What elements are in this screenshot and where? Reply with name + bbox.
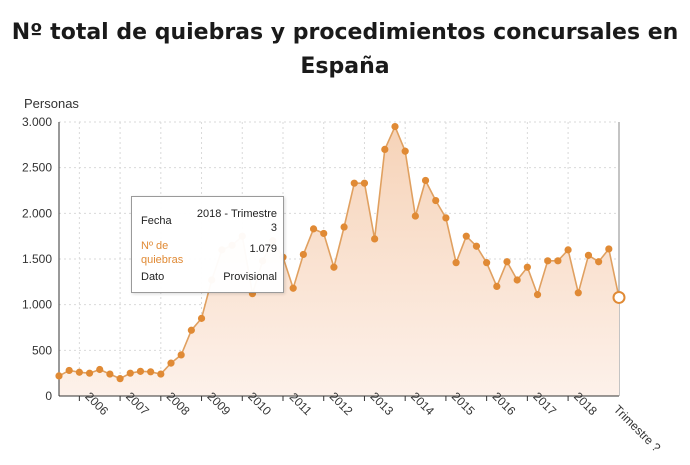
x-tick-label: Trimestre ? xyxy=(611,402,664,455)
y-tick-label: 2.500 xyxy=(22,161,52,175)
data-point xyxy=(289,284,297,292)
data-point xyxy=(533,291,542,299)
highlighted-data-point xyxy=(612,290,626,304)
data-point xyxy=(167,359,175,367)
data-point xyxy=(472,242,481,250)
tooltip-key-fecha: Fecha xyxy=(141,215,172,227)
y-tick-label: 1.000 xyxy=(22,298,52,312)
data-point xyxy=(523,263,531,271)
chart-title: Nº total de quiebras y procedimientos co… xyxy=(0,16,690,84)
data-point xyxy=(483,259,491,267)
data-point xyxy=(411,212,419,220)
data-point xyxy=(360,179,369,187)
data-point xyxy=(96,365,104,374)
data-point xyxy=(116,375,124,383)
data-point xyxy=(371,235,379,243)
data-point xyxy=(574,289,582,297)
data-point xyxy=(126,369,134,377)
tooltip-value-dato: Provisional xyxy=(223,271,277,283)
data-point xyxy=(564,246,572,254)
data-point xyxy=(75,368,83,376)
data-point xyxy=(421,176,430,185)
y-tick-label: 1.500 xyxy=(22,252,52,266)
data-point xyxy=(136,367,145,375)
y-tick-label: 500 xyxy=(32,343,52,357)
data-point xyxy=(65,366,73,375)
data-point xyxy=(493,282,501,290)
data-point xyxy=(432,196,440,205)
data-point xyxy=(503,258,511,266)
data-point xyxy=(187,326,195,334)
tooltip-key-quiebras: Nº de quiebras xyxy=(141,240,184,266)
data-point xyxy=(584,251,593,259)
data-point xyxy=(350,179,358,187)
y-tick-label: 0 xyxy=(45,389,52,403)
data-point xyxy=(197,314,206,322)
data-point xyxy=(544,257,552,265)
tooltip-key-dato: Dato xyxy=(141,271,165,283)
data-point xyxy=(452,259,460,267)
data-point xyxy=(442,214,450,222)
chart-title-line2: España xyxy=(300,54,390,79)
x-tick-labels: 2006 2007 2008 2009 2010 2011 2012 2013 2014 2015… xyxy=(82,389,663,455)
data-tooltip: Fecha 2018 - Trimestre 3 Nº de quiebras … xyxy=(131,196,284,293)
data-point xyxy=(157,370,165,378)
data-point xyxy=(340,223,348,231)
data-point xyxy=(55,372,63,380)
data-point xyxy=(177,351,185,359)
y-tick-label: 2.000 xyxy=(22,206,52,220)
data-point xyxy=(320,229,328,238)
tooltip-value-fecha: 2018 - Trimestre 3 xyxy=(196,208,277,234)
data-point xyxy=(147,368,155,376)
area-fill xyxy=(59,126,619,396)
data-point xyxy=(462,232,470,240)
tooltip-value-quiebras: 1.079 xyxy=(249,243,277,255)
data-point xyxy=(309,225,318,233)
data-point xyxy=(330,263,338,271)
area-fill-layer xyxy=(59,126,619,396)
y-tick-label: 3.000 xyxy=(22,115,52,129)
data-point xyxy=(106,370,114,378)
data-point xyxy=(299,250,307,259)
data-point xyxy=(554,257,562,265)
data-point xyxy=(595,258,603,266)
data-point xyxy=(605,245,613,253)
y-axis-unit-label: Personas xyxy=(24,96,79,111)
data-point xyxy=(381,145,389,153)
data-point xyxy=(85,369,94,377)
data-point xyxy=(391,122,399,131)
y-tick-labels: 0 500 1.000 1.500 2.000 2.500 3.000 xyxy=(22,115,52,403)
axes xyxy=(58,122,619,401)
data-point xyxy=(401,147,409,155)
chart-title-line1: Nº total de quiebras y procedimientos co… xyxy=(11,20,679,45)
data-point xyxy=(513,276,521,284)
